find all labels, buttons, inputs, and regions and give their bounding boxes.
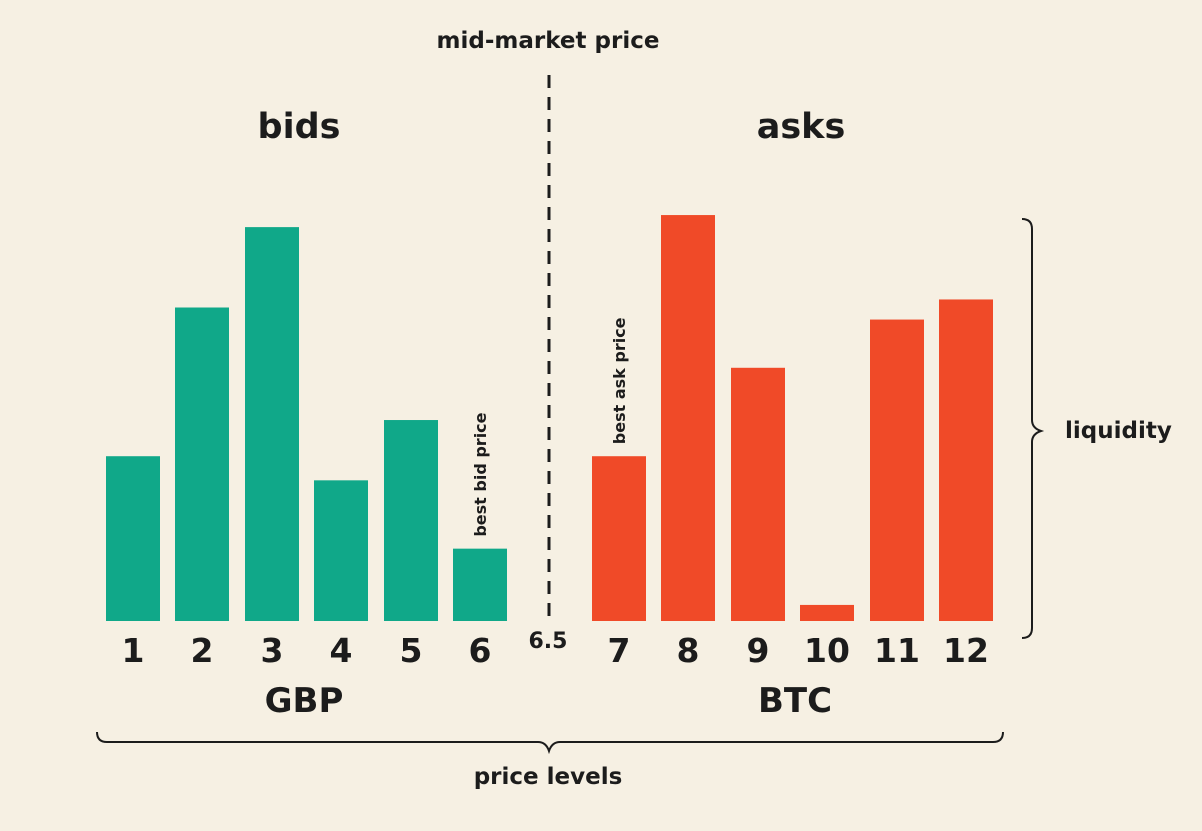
asks-bar-10	[800, 604, 854, 621]
tick-label-6: 6	[469, 631, 492, 670]
chart-title: mid-market price	[437, 28, 660, 54]
tick-label-5: 5	[400, 631, 423, 670]
tick-label-3: 3	[261, 631, 284, 670]
price-levels-brace	[96, 731, 1004, 755]
asks-bar-11	[870, 319, 924, 621]
tick-label-12: 12	[943, 631, 989, 670]
tick-label-7: 7	[608, 631, 631, 670]
y-axis-label: liquidity	[1065, 418, 1172, 444]
bids-bar-1	[106, 456, 160, 621]
tick-label-9: 9	[747, 631, 770, 670]
tick-label-11: 11	[874, 631, 920, 670]
currency-left-label: GBP	[265, 681, 344, 721]
asks-series-label: asks	[757, 107, 846, 147]
currency-right-label: BTC	[758, 681, 832, 721]
annotation-best-ask: best ask price	[610, 317, 629, 444]
bids-series-label: bids	[258, 107, 341, 147]
annotation-best-bid: best bid price	[471, 412, 490, 536]
tick-label-8: 8	[677, 631, 700, 670]
bids-bar-2	[175, 307, 229, 621]
x-axis-label: price levels	[474, 764, 623, 790]
asks-bar-8	[661, 215, 715, 622]
tick-label-10: 10	[804, 631, 850, 670]
tick-labels-group: 1 2 3 4 5 6 7 8 9 10 11 12	[122, 631, 989, 670]
mid-market-value-label: 6.5	[529, 629, 568, 654]
bids-bar-4	[314, 480, 368, 621]
tick-label-2: 2	[191, 631, 214, 670]
asks-bar-12	[939, 299, 993, 621]
bids-bar-3	[245, 227, 299, 621]
bars-group: best bid price best ask price	[106, 215, 993, 622]
tick-label-4: 4	[330, 631, 353, 670]
asks-bar-9	[731, 367, 785, 621]
bids-bar-6	[453, 548, 507, 621]
asks-bar-7	[592, 456, 646, 621]
bids-bar-5	[384, 420, 438, 621]
liquidity-brace	[1021, 218, 1045, 639]
tick-label-1: 1	[122, 631, 145, 670]
